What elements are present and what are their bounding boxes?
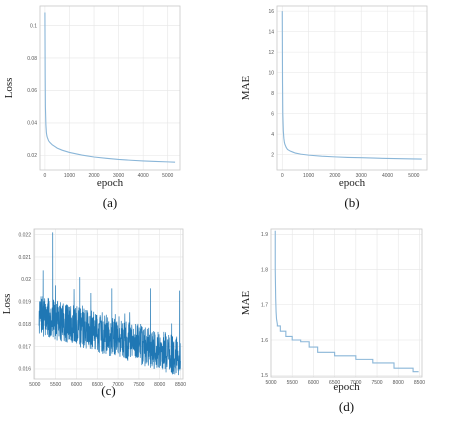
x-tick-label: 5500 [287,380,298,386]
x-tick-label: 3000 [113,173,124,179]
x-tick-label: 6500 [329,380,340,386]
plot-frame [33,228,184,380]
x-tick-label: 8000 [154,382,165,388]
y-tick-label: 14 [268,29,274,35]
loss-zoom-chart: 5000 5500 6000 6500 7000 7500 8000 8500 0.016 0.0… [1,228,186,398]
x-tick-label: 2000 [329,173,340,179]
mae-zoom-chart: 5000 5500 6000 6500 7000 7500 8000 8500 1.5 1.6 1.… [240,228,425,414]
y-tick-label: 4 [271,132,274,138]
series-line [281,11,422,160]
x-tick-label: 6000 [71,382,82,388]
y-tick-label: 1.8 [261,267,268,273]
x-tick-label: 8500 [175,382,186,388]
y-tick-label: 10 [268,70,274,76]
y-tick-label: 0.017 [18,344,31,350]
x-tick-label: 0 [44,173,47,179]
x-tick-label: 4000 [382,173,393,179]
y-axis-label: MAE [240,76,252,101]
chart-panel-d: 5000 5500 6000 6500 7000 7500 8000 8500 1.5 1.6 1.… [237,215,474,430]
x-tick-label: 0 [281,173,284,179]
series-line [274,230,419,373]
y-tick-label: 0.019 [18,300,31,306]
chart-panel-a: 0 1000 2000 3000 4000 5000 0.02 0.04 0.06 0.08 0.1… [0,0,237,215]
x-tick-label: 2000 [88,173,99,179]
y-tick-label: 0.02 [21,277,31,283]
x-tick-label: 6000 [308,380,319,386]
x-axis-label: epoch [333,381,360,393]
x-tick-label: 7500 [133,382,144,388]
y-tick-label: 0.08 [27,56,37,62]
panel-label: (d) [339,399,354,414]
x-tick-label: 4000 [138,173,149,179]
plot-frame [276,5,428,171]
chart-panel-b: 0 1000 2000 3000 4000 5000 2 4 6 8 10 12 14 16 epoch MA… [237,0,474,215]
mae-vs-epoch-chart: 0 1000 2000 3000 4000 5000 2 4 6 8 10 12 14 16 epoch MA… [240,5,428,210]
y-tick-label: 16 [268,9,274,15]
x-tick-label: 1000 [64,173,75,179]
y-axis-label: Loss [1,294,13,315]
panel-label: (c) [101,383,115,398]
y-tick-label: 8 [271,91,274,97]
panel-label: (b) [344,195,359,210]
y-axis-label: MAE [240,291,252,316]
y-tick-label: 2 [271,152,274,158]
y-tick-label: 1.5 [261,373,268,379]
x-axis-label: epoch [339,177,366,189]
x-tick-label: 5000 [162,173,173,179]
chart-panel-c: 5000 5500 6000 6500 7000 7500 8000 8500 0.016 0.0… [0,215,237,430]
x-tick-label: 3000 [356,173,367,179]
y-tick-label: 1.9 [261,232,268,238]
series-line [44,12,176,163]
x-tick-label: 6500 [92,382,103,388]
y-tick-label: 6 [271,111,274,117]
x-tick-label: 5000 [29,382,40,388]
y-tick-label: 12 [268,50,274,56]
x-axis-label: epoch [97,177,124,189]
y-tick-label: 0.04 [27,121,37,127]
y-tick-label: 0.02 [27,153,37,159]
loss-vs-epoch-chart: 0 1000 2000 3000 4000 5000 0.02 0.04 0.06 0.08 0.1… [3,5,181,210]
panel-label: (a) [103,195,117,210]
y-tick-label: 0.021 [18,255,31,261]
y-tick-label: 0.1 [30,23,37,29]
x-tick-label: 7500 [371,380,382,386]
y-tick-label: 0.018 [18,322,31,328]
y-tick-label: 0.016 [18,367,31,373]
x-tick-label: 5000 [408,173,419,179]
x-tick-label: 8000 [393,380,404,386]
series-line [38,232,181,376]
x-tick-label: 1000 [303,173,314,179]
x-tick-label: 8500 [414,380,425,386]
plot-frame [270,228,423,378]
y-tick-label: 1.6 [261,338,268,344]
x-tick-label: 5000 [265,380,276,386]
plot-frame [39,5,181,171]
x-tick-label: 7000 [113,382,124,388]
y-tick-label: 0.06 [27,88,37,94]
y-tick-label: 0.022 [18,232,31,238]
y-axis-label: Loss [3,78,15,99]
y-tick-label: 1.7 [261,303,268,309]
x-tick-label: 5500 [50,382,61,388]
x-tick-label: 7000 [350,380,361,386]
